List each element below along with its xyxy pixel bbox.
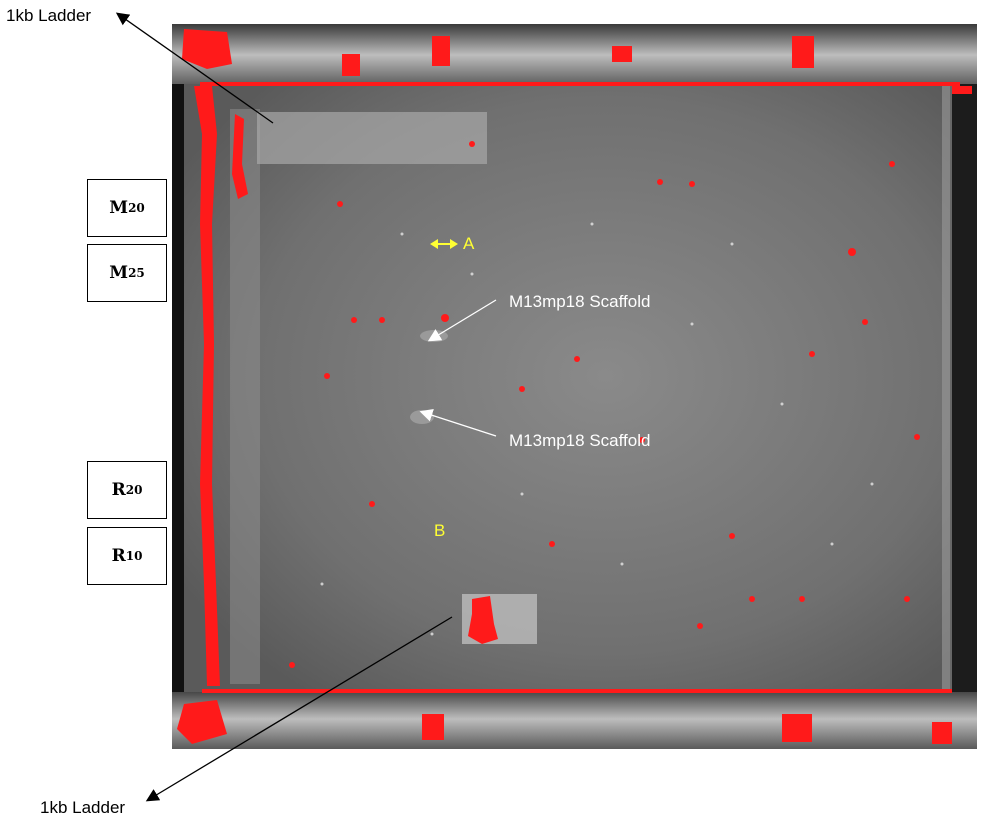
lane-label-r20: R 20	[87, 461, 167, 519]
lane-label-r10: R 10	[87, 527, 167, 585]
ladder-label-top: 1kb Ladder	[6, 6, 92, 25]
ladder-label-bottom: 1kb Ladder	[40, 798, 126, 817]
gel-image	[172, 24, 977, 749]
marker-b-label: B	[434, 521, 446, 540]
lane-label-m20: M 20	[87, 179, 167, 237]
scaffold-label-1: M13mp18 Scaffold	[509, 292, 651, 311]
lane-label-m25: M 25	[87, 244, 167, 302]
scaffold-label-2: M13mp18 Scaffold	[509, 431, 651, 450]
marker-a-label: A	[463, 234, 475, 253]
